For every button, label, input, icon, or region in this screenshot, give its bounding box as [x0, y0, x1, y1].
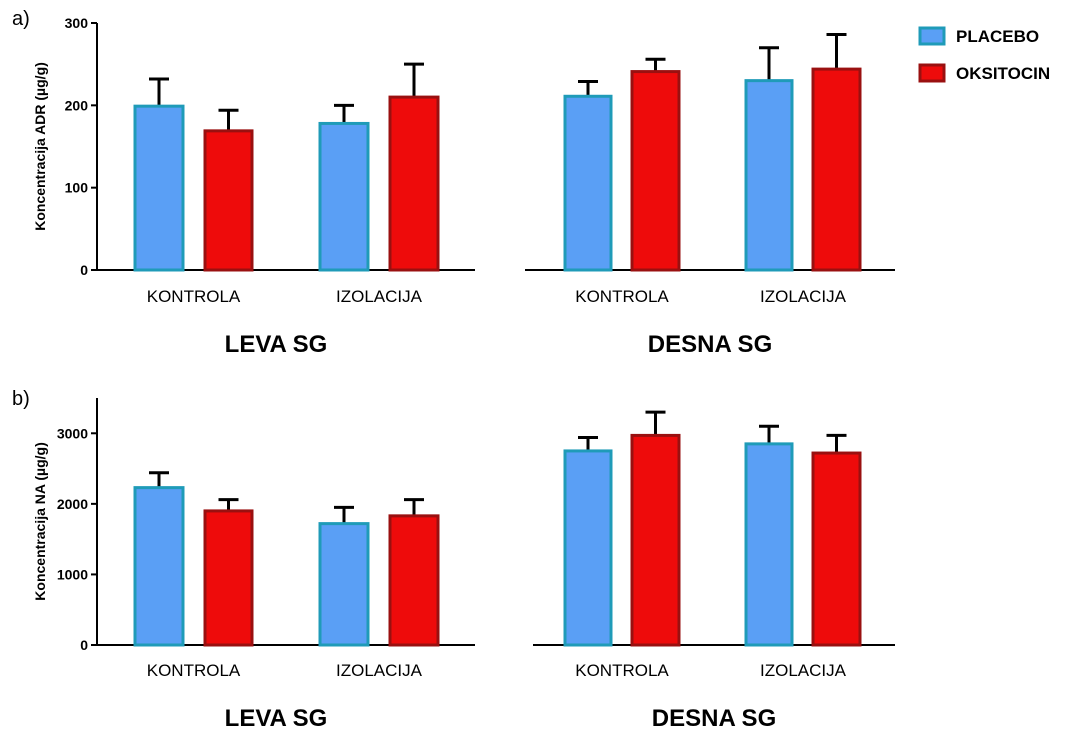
bar-oksitocin-kontrola	[630, 70, 681, 272]
bar-placebo-izolacija	[318, 522, 370, 647]
y-tick-label: 100	[65, 180, 89, 196]
x-category-label: KONTROLA	[575, 661, 669, 680]
y-tick-label: 300	[65, 15, 89, 31]
bar-oksitocin-izolacija	[811, 67, 862, 272]
y-axis-label: Koncentracija ADR (µg/g)	[32, 62, 48, 231]
bar-placebo-izolacija	[744, 442, 794, 647]
bar-placebo-kontrola	[563, 94, 613, 272]
legend-label: OKSITOCIN	[956, 64, 1050, 83]
bar-placebo-izolacija	[318, 121, 370, 272]
bar-oksitocin-izolacija	[388, 95, 440, 272]
panel-label: a)	[12, 8, 30, 30]
subplot-title: DESNA SG	[648, 331, 772, 358]
subplot-title: LEVA SG	[225, 331, 328, 358]
subplot-title: LEVA SG	[225, 705, 328, 729]
bar-placebo-izolacija	[744, 79, 794, 272]
x-category-label: KONTROLA	[147, 287, 241, 306]
y-tick-label: 0	[80, 637, 88, 653]
bar-placebo-kontrola	[133, 486, 185, 647]
x-category-label: IZOLACIJA	[760, 661, 847, 680]
legend-label: PLACEBO	[956, 27, 1039, 46]
bar-placebo-kontrola	[563, 449, 613, 647]
y-tick-label: 1000	[57, 566, 88, 582]
bar-oksitocin-izolacija	[388, 514, 440, 647]
x-category-label: IZOLACIJA	[336, 661, 423, 680]
x-category-label: IZOLACIJA	[336, 287, 423, 306]
bar-oksitocin-kontrola	[630, 433, 681, 647]
y-tick-label: 200	[65, 97, 89, 113]
y-axis-label: Koncentracija NA (µg/g)	[32, 442, 48, 600]
subplot-title: DESNA SG	[652, 705, 776, 729]
x-category-label: KONTROLA	[575, 287, 669, 306]
x-category-label: IZOLACIJA	[760, 287, 847, 306]
bar-oksitocin-izolacija	[811, 451, 862, 647]
x-category-label: KONTROLA	[147, 661, 241, 680]
panel-label: b)	[12, 388, 30, 410]
legend-swatch-placebo	[918, 26, 946, 46]
y-tick-label: 2000	[57, 496, 88, 512]
bar-placebo-kontrola	[133, 104, 185, 272]
legend-swatch-oksitocin	[918, 63, 946, 83]
y-tick-label: 0	[80, 262, 88, 278]
y-tick-label: 3000	[57, 425, 88, 441]
bar-oksitocin-kontrola	[203, 129, 254, 272]
bar-oksitocin-kontrola	[203, 509, 254, 647]
